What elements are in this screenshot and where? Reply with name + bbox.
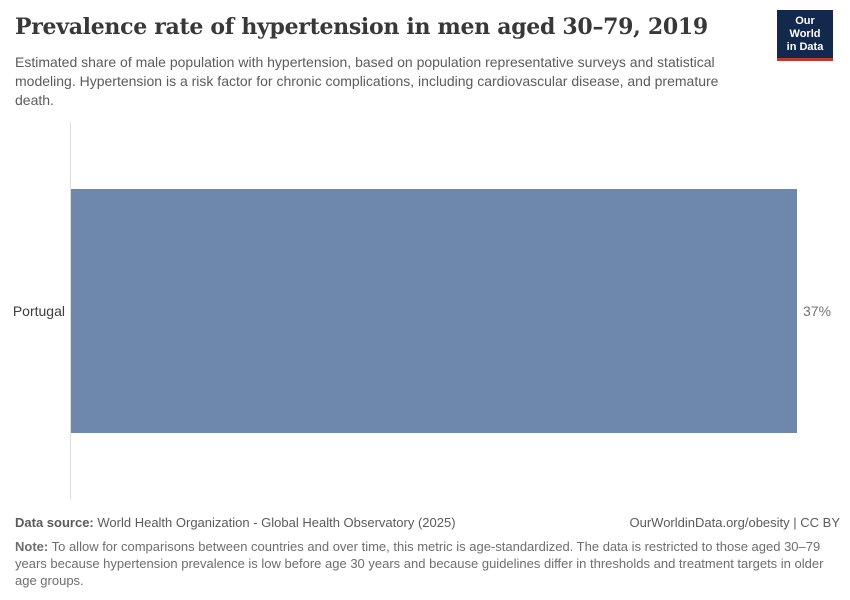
attribution-link[interactable]: OurWorldinData.org/obesity | CC BY: [629, 515, 841, 530]
note-label: Note:: [15, 539, 49, 554]
chart-subtitle: Estimated share of male population with …: [15, 54, 719, 108]
bar-portugal[interactable]: [71, 189, 797, 433]
note-text: To allow for comparisons between countri…: [15, 539, 824, 588]
y-axis-line: [70, 122, 71, 500]
data-source-text: World Health Organization - Global Healt…: [97, 515, 456, 530]
category-label-portugal: Portugal: [12, 303, 65, 319]
data-source-line: Data source: World Health Organization -…: [15, 514, 456, 531]
owid-logo-line1: Our World: [789, 15, 821, 40]
source-row: Data source: World Health Organization -…: [15, 514, 840, 531]
bar-chart: Portugal 37%: [0, 122, 850, 500]
value-label: 37%: [803, 303, 832, 319]
data-source-label: Data source:: [15, 515, 94, 530]
note-line: Note: To allow for comparisons between c…: [15, 538, 835, 589]
owid-logo[interactable]: Our World in Data: [777, 10, 833, 61]
owid-logo-line2: in Data: [786, 41, 824, 53]
page-title: Prevalence rate of hypertension in men a…: [15, 14, 708, 40]
chart-footer: Data source: World Health Organization -…: [15, 514, 840, 589]
bar-track: [71, 189, 797, 433]
